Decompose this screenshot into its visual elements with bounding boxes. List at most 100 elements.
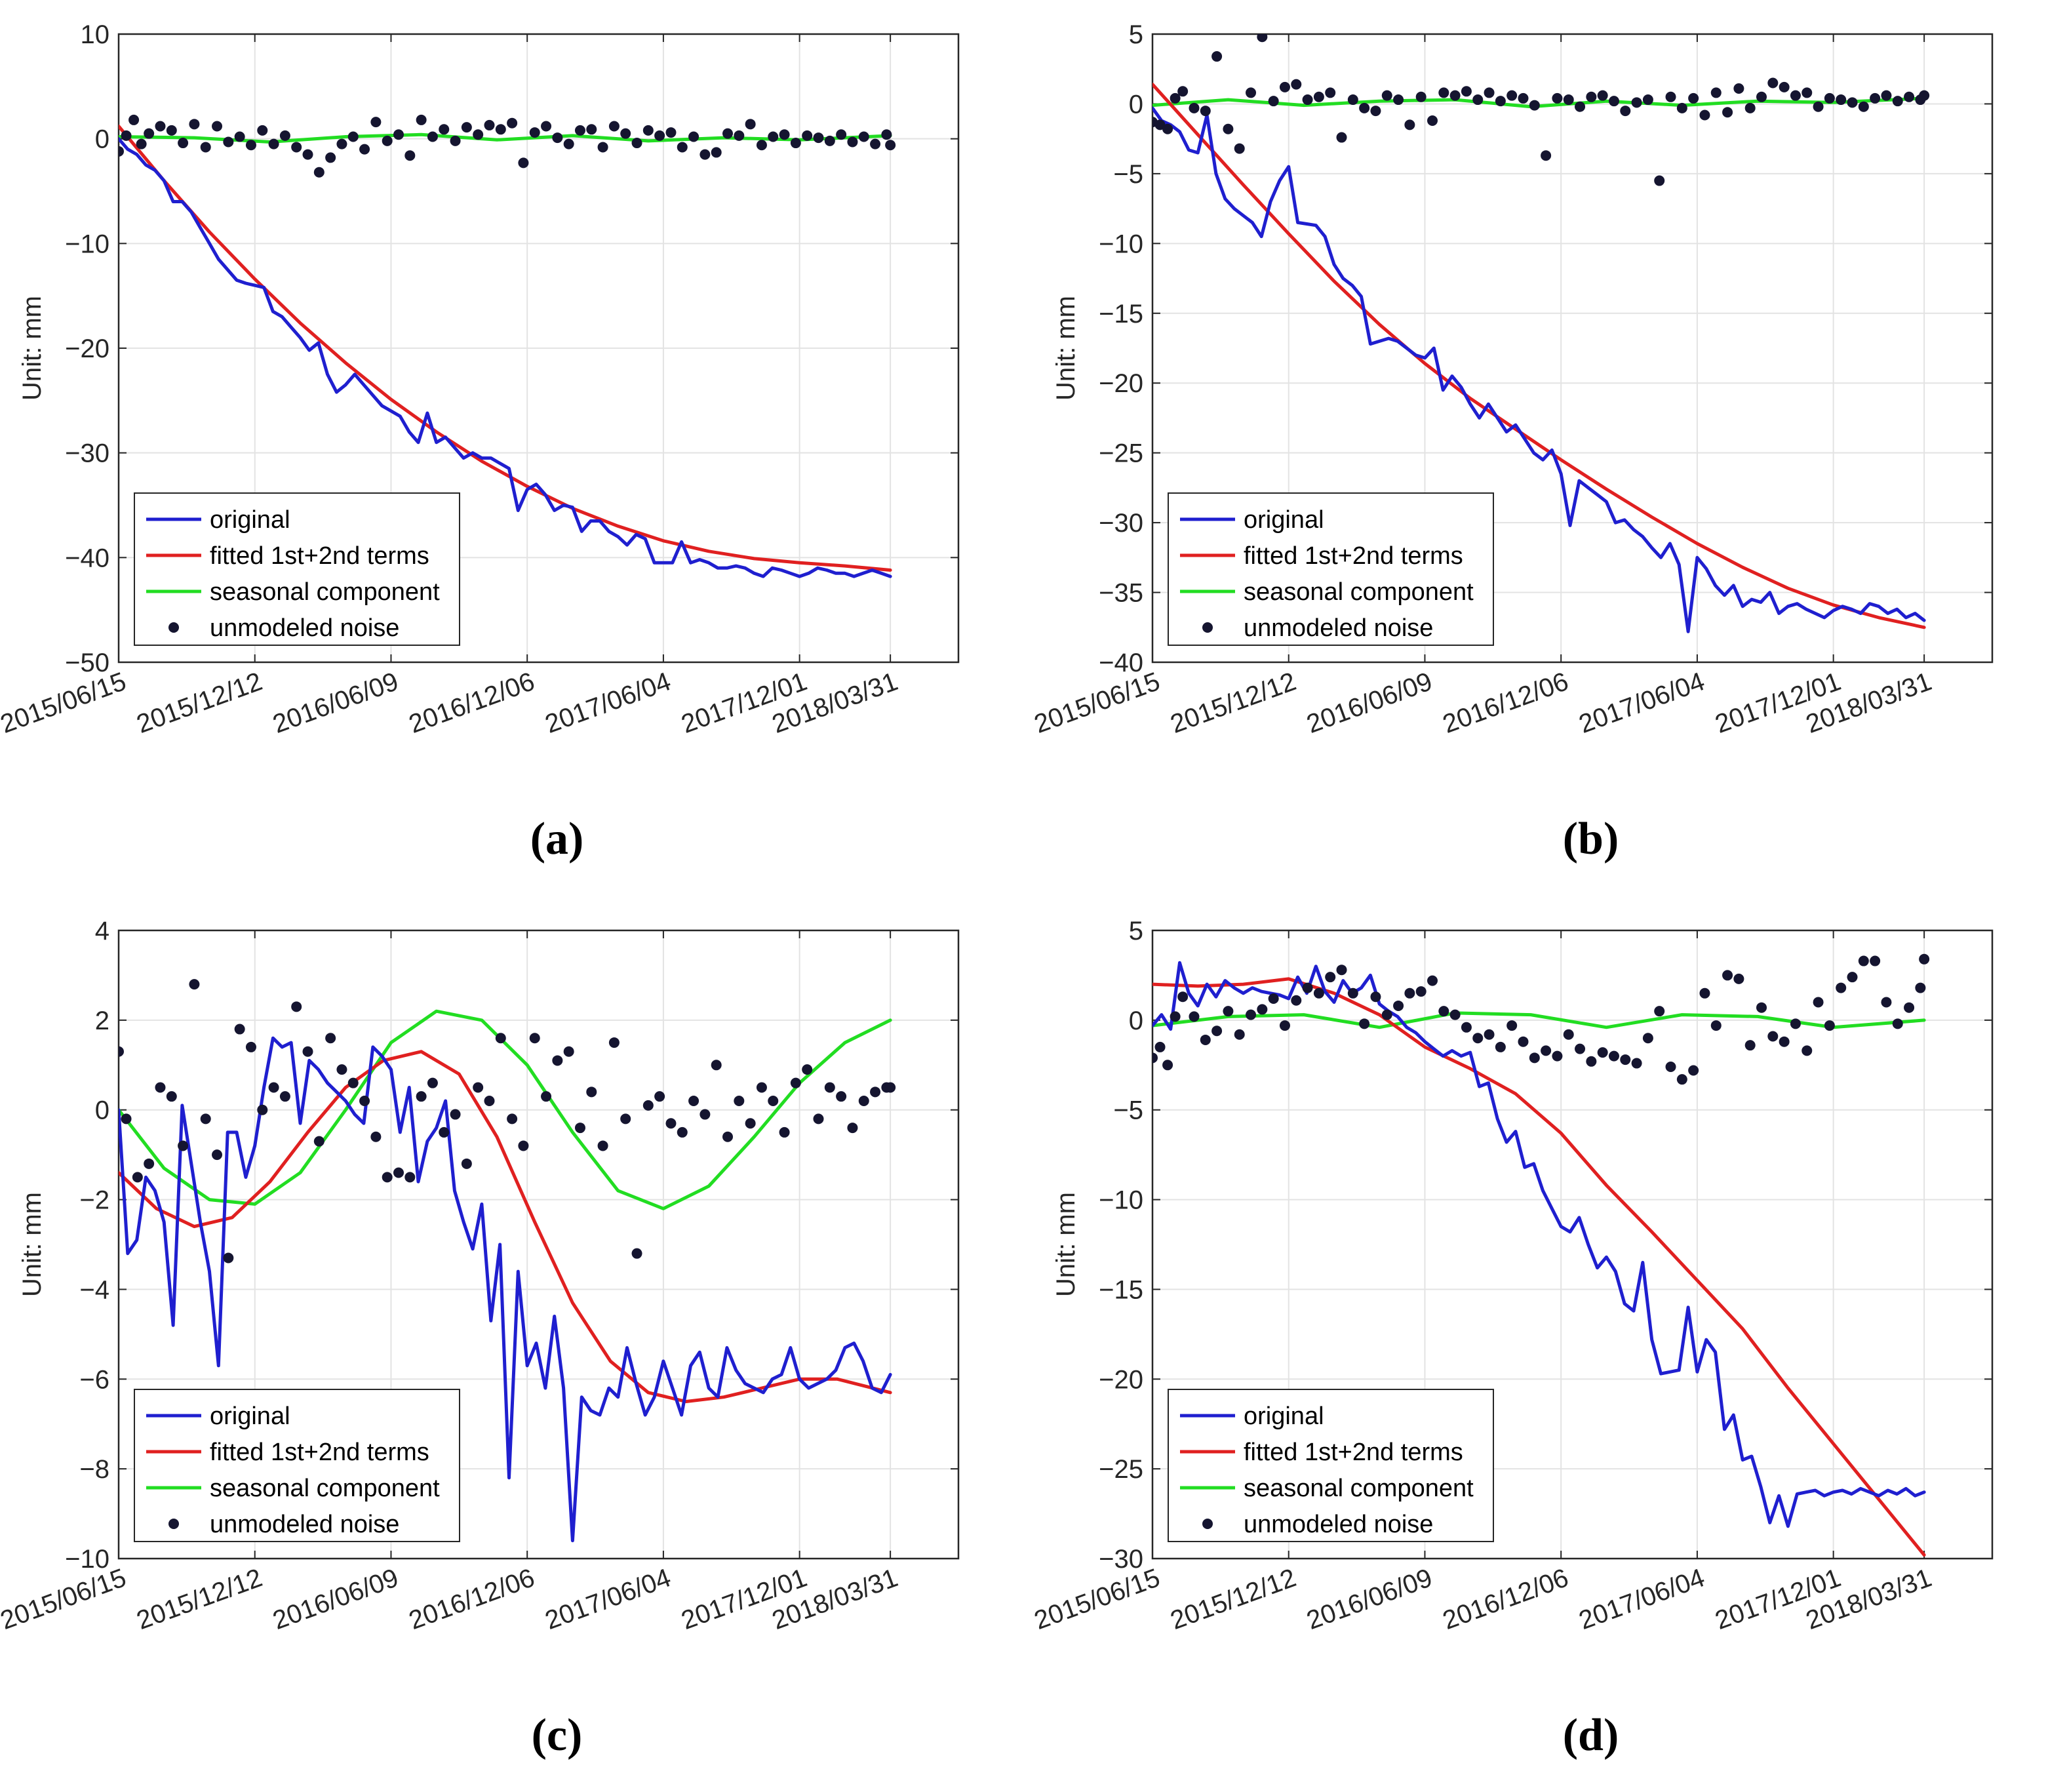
noise-point — [439, 1126, 450, 1138]
noise-point — [119, 1046, 124, 1057]
noise-point — [790, 138, 801, 149]
y-tick-label: −30 — [65, 439, 109, 468]
noise-point — [1302, 982, 1313, 993]
noise-point — [768, 1096, 779, 1107]
noise-point — [836, 129, 847, 140]
noise-point — [1404, 987, 1415, 999]
noise-point — [427, 131, 438, 142]
x-tick-label: 2015/12/12 — [1167, 1563, 1300, 1635]
x-tick-label: 2017/06/04 — [1575, 667, 1708, 739]
noise-point — [541, 121, 552, 132]
y-tick-label: −20 — [1099, 1365, 1143, 1394]
series-group-a — [119, 114, 896, 578]
noise-point — [393, 129, 404, 140]
legend-label: seasonal component — [210, 578, 440, 606]
noise-point — [1676, 102, 1687, 113]
noise-point — [268, 1082, 279, 1093]
noise-point — [507, 1113, 518, 1125]
x-tick-label: 2015/12/12 — [133, 667, 266, 739]
noise-point — [1279, 81, 1290, 92]
noise-point — [1779, 1036, 1790, 1047]
noise-point — [1189, 1011, 1200, 1022]
noise-point — [642, 1100, 654, 1111]
panel-caption-c: (c) — [532, 1710, 583, 1761]
noise-point — [677, 142, 688, 153]
noise-point — [1881, 90, 1892, 101]
noise-point — [1223, 1006, 1234, 1017]
noise-point — [1415, 986, 1427, 997]
noise-point — [1200, 106, 1211, 117]
y-tick-label: −30 — [1099, 1545, 1143, 1574]
noise-point — [336, 1064, 347, 1075]
y-tick-label: −5 — [1113, 1096, 1143, 1125]
y-tick-label: −4 — [79, 1275, 109, 1304]
noise-point — [1359, 1018, 1370, 1029]
noise-point — [824, 1082, 835, 1093]
y-tick-label: −30 — [1099, 509, 1143, 538]
noise-point — [711, 1060, 722, 1071]
noise-point — [1813, 101, 1824, 112]
chart-panel-c: −10 −8 −6 −4 −2 0 2 4 2015/06/15 2015/12/12 2016/0… — [0, 896, 1033, 1792]
noise-point — [166, 125, 177, 136]
y-tick-label: 0 — [95, 1096, 109, 1125]
noise-point — [529, 127, 540, 138]
noise-point — [1563, 1029, 1574, 1040]
noise-point — [1461, 86, 1472, 97]
noise-point — [1370, 991, 1381, 1003]
legend-marker — [168, 1519, 179, 1529]
noise-point — [155, 1082, 166, 1093]
noise-point — [1484, 1029, 1495, 1040]
x-tick-label: 2016/06/09 — [1303, 1563, 1436, 1635]
noise-point — [1359, 102, 1370, 113]
x-tick-label: 2017/06/04 — [541, 1563, 675, 1635]
noise-point — [212, 121, 223, 132]
noise-point — [189, 119, 200, 130]
x-tick-label: 2017/06/04 — [541, 667, 675, 739]
noise-point — [1836, 94, 1847, 106]
noise-point — [1665, 1062, 1676, 1073]
noise-point — [245, 140, 256, 151]
noise-point — [552, 1055, 563, 1066]
x-tick-label: 2015/06/15 — [1034, 667, 1164, 739]
noise-point — [291, 142, 302, 153]
noise-point — [1631, 97, 1642, 108]
noise-point — [1484, 87, 1495, 98]
series-group-d — [1152, 953, 1930, 1557]
original-line-d — [1152, 961, 1926, 1528]
noise-point — [507, 117, 518, 129]
chart-panel-b: −40 −35 −30 −25 −20 −15 −10 −5 0 5 2015/06/15 2015/… — [1034, 0, 2067, 896]
noise-point — [1892, 96, 1903, 107]
y-tick-label: −25 — [1099, 439, 1143, 468]
noise-point — [734, 1096, 745, 1107]
noise-point — [1744, 102, 1756, 113]
noise-point — [1767, 1031, 1779, 1042]
y-tick-label: −40 — [1099, 648, 1143, 677]
noise-point — [699, 149, 711, 160]
noise-point — [597, 142, 608, 153]
noise-point — [1170, 92, 1181, 104]
legend-label: original — [210, 506, 290, 534]
noise-point — [847, 136, 858, 148]
legend-marker — [168, 622, 179, 633]
axes-box-c — [117, 929, 960, 1560]
noise-point — [359, 144, 370, 155]
legend-marker — [1202, 1519, 1213, 1529]
noise-point — [484, 119, 495, 130]
noise-point — [495, 124, 506, 135]
legend-label: seasonal component — [210, 1475, 440, 1502]
noise-point — [1642, 94, 1653, 106]
noise-point — [1870, 955, 1881, 966]
noise-point — [1756, 91, 1767, 102]
noise-point — [427, 1077, 438, 1088]
panel-caption-b: (b) — [1563, 814, 1619, 864]
noise-point — [1824, 92, 1835, 104]
noise-point — [563, 1046, 574, 1057]
noise-point — [870, 1086, 881, 1098]
legend-label: fitted 1st+2nd terms — [210, 1439, 429, 1466]
noise-point — [1722, 107, 1733, 118]
noise-point — [1268, 96, 1279, 107]
noise-point — [1449, 90, 1461, 101]
noise-point — [802, 130, 813, 141]
fitted-line-d — [1152, 977, 1926, 1557]
noise-point — [688, 1096, 699, 1107]
